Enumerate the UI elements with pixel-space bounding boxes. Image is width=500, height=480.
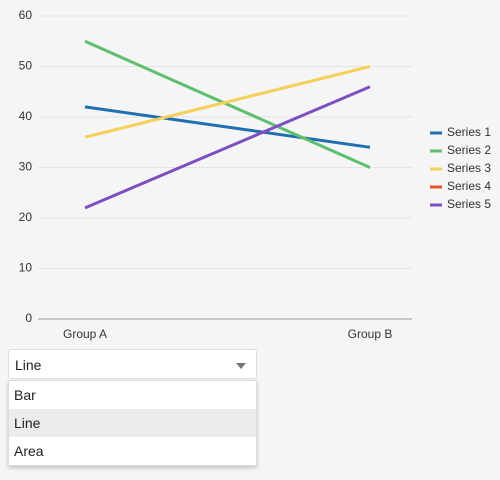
legend-label: Series 3 — [447, 161, 491, 175]
y-tick-label: 60 — [19, 8, 33, 22]
y-tick-label: 0 — [25, 311, 32, 325]
series-line — [84, 39, 371, 169]
series-line — [84, 85, 371, 210]
y-tick-label: 20 — [19, 210, 33, 224]
legend-label: Series 4 — [447, 179, 491, 193]
dropdown-option[interactable]: Line — [9, 409, 256, 437]
y-tick-label: 50 — [19, 59, 33, 73]
dropdown-option[interactable]: Area — [14, 443, 44, 459]
x-tick-label: Group B — [348, 327, 393, 341]
dropdown-arrow — [236, 363, 246, 369]
dropdown-option[interactable]: Bar — [14, 387, 36, 403]
legend-label: Series 5 — [447, 197, 491, 211]
y-tick-label: 30 — [19, 160, 33, 174]
dropdown-menu: Bar Line Area — [8, 380, 257, 466]
chart-type-select[interactable]: Line — [8, 349, 257, 379]
series-line — [84, 105, 371, 149]
selected-option: Line — [15, 357, 42, 373]
series-line — [84, 65, 371, 139]
chart: 0 10 20 30 40 50 60 Group A Group B Series 1 Serie… — [19, 8, 492, 341]
x-tick-label: Group A — [63, 327, 107, 341]
y-tick-label: 10 — [19, 261, 33, 275]
legend-label: Series 1 — [447, 125, 491, 139]
y-tick-label: 40 — [19, 109, 33, 123]
legend-label: Series 2 — [447, 143, 491, 157]
